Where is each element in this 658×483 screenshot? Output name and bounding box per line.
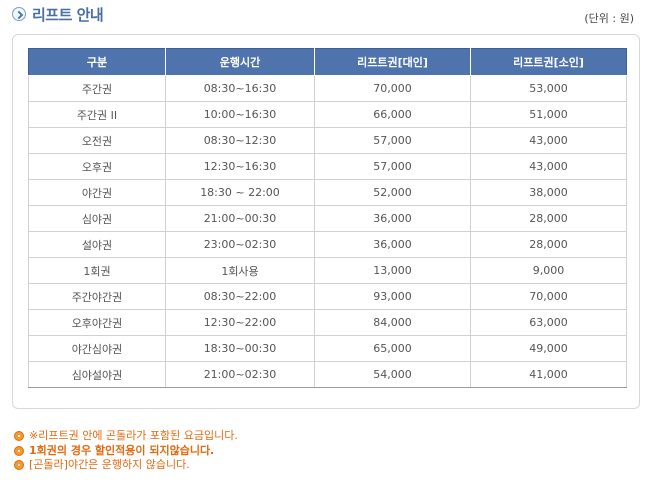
table-row: 오후야간권 12:30~22:00 84,000 63,000 [28, 309, 627, 336]
cell-child-price: 51,000 [470, 101, 627, 128]
cell-child-price: 53,000 [470, 75, 627, 102]
cell-hours: 08:30~22:00 [165, 283, 315, 310]
cell-hours: 08:30~16:30 [165, 75, 315, 102]
cell-hours: 23:00~02:30 [165, 231, 315, 258]
cell-type: 오후야간권 [28, 309, 166, 336]
column-header-child: 리프트권[소인] [470, 48, 627, 76]
cell-hours: 18:30 ~ 22:00 [165, 179, 315, 206]
note-item: [곤돌라]야간은 운행하지 않습니다. [14, 458, 238, 473]
note-text: 1회권의 경우 할인적용이 되지않습니다. [29, 443, 215, 457]
cell-child-price: 63,000 [470, 309, 627, 336]
cell-type: 주간권 [28, 75, 166, 102]
cell-adult-price: 52,000 [314, 179, 471, 206]
cell-adult-price: 84,000 [314, 309, 471, 336]
cell-child-price: 28,000 [470, 205, 627, 232]
page-header: 리프트 안내 (단위 : 원) [0, 0, 658, 32]
lift-price-table: 구분 운행시간 리프트권[대인] 리프트권[소인] 주간권 08:30~16:30… [28, 48, 627, 388]
table-row: 야간권 18:30 ~ 22:00 52,000 38,000 [28, 179, 627, 206]
cell-type: 심야권 [28, 205, 166, 232]
bullet-circle-icon [14, 460, 24, 470]
table-row: 주간야간권 08:30~22:00 93,000 70,000 [28, 283, 627, 310]
cell-adult-price: 36,000 [314, 205, 471, 232]
note-item: ※리프트권 안에 곤돌라가 포함된 요금입니다. [14, 429, 238, 444]
cell-type: 1회권 [28, 257, 166, 284]
cell-child-price: 70,000 [470, 283, 627, 310]
cell-type: 야간권 [28, 179, 166, 206]
table-row: 오후권 12:30~16:30 57,000 43,000 [28, 153, 627, 180]
cell-hours: 18:30~00:30 [165, 335, 315, 362]
table-row: 주간권 II 10:00~16:30 66,000 51,000 [28, 101, 627, 128]
cell-child-price: 43,000 [470, 153, 627, 180]
cell-adult-price: 66,000 [314, 101, 471, 128]
cell-adult-price: 57,000 [314, 127, 471, 154]
column-header-hours: 운행시간 [165, 48, 315, 76]
page-title: 리프트 안내 [32, 6, 104, 24]
column-header-type: 구분 [28, 48, 166, 76]
notes-list: ※리프트권 안에 곤돌라가 포함된 요금입니다. 1회권의 경우 할인적용이 되지… [14, 429, 238, 473]
cell-hours: 10:00~16:30 [165, 101, 315, 128]
cell-adult-price: 13,000 [314, 257, 471, 284]
unit-note: (단위 : 원) [584, 12, 634, 25]
cell-adult-price: 54,000 [314, 361, 471, 388]
cell-type: 주간권 II [28, 101, 166, 128]
cell-type: 야간심야권 [28, 335, 166, 362]
note-item: 1회권의 경우 할인적용이 되지않습니다. [14, 444, 238, 459]
cell-hours: 12:30~22:00 [165, 309, 315, 336]
table-row: 주간권 08:30~16:30 70,000 53,000 [28, 75, 627, 102]
cell-child-price: 28,000 [470, 231, 627, 258]
cell-type: 오전권 [28, 127, 166, 154]
column-header-adult: 리프트권[대인] [314, 48, 471, 76]
table-row: 심야설야권 21:00~02:30 54,000 41,000 [28, 361, 627, 388]
cell-child-price: 38,000 [470, 179, 627, 206]
cell-child-price: 9,000 [470, 257, 627, 284]
cell-type: 주간야간권 [28, 283, 166, 310]
cell-adult-price: 70,000 [314, 75, 471, 102]
bullet-circle-icon [14, 431, 24, 441]
table-header-row: 구분 운행시간 리프트권[대인] 리프트권[소인] [28, 48, 627, 76]
cell-type: 오후권 [28, 153, 166, 180]
cell-adult-price: 36,000 [314, 231, 471, 258]
cell-hours: 1회사용 [165, 257, 315, 284]
cell-child-price: 49,000 [470, 335, 627, 362]
table-row: 야간심야권 18:30~00:30 65,000 49,000 [28, 335, 627, 362]
note-text: [곤돌라]야간은 운행하지 않습니다. [29, 458, 190, 471]
table-row: 심야권 21:00~00:30 36,000 28,000 [28, 205, 627, 232]
cell-child-price: 41,000 [470, 361, 627, 388]
table-row: 설야권 23:00~02:30 36,000 28,000 [28, 231, 627, 258]
cell-adult-price: 93,000 [314, 283, 471, 310]
table-row: 1회권 1회사용 13,000 9,000 [28, 257, 627, 284]
cell-adult-price: 65,000 [314, 335, 471, 362]
cell-hours: 12:30~16:30 [165, 153, 315, 180]
cell-hours: 08:30~12:30 [165, 127, 315, 154]
bullet-circle-icon [14, 445, 24, 456]
table-row: 오전권 08:30~12:30 57,000 43,000 [28, 127, 627, 154]
cell-hours: 21:00~02:30 [165, 361, 315, 388]
lift-price-panel: 구분 운행시간 리프트권[대인] 리프트권[소인] 주간권 08:30~16:30… [12, 34, 640, 409]
note-text: ※리프트권 안에 곤돌라가 포함된 요금입니다. [29, 429, 238, 442]
cell-type: 설야권 [28, 231, 166, 258]
cell-hours: 21:00~00:30 [165, 205, 315, 232]
chevron-right-circle-icon [12, 7, 26, 21]
cell-child-price: 43,000 [470, 127, 627, 154]
cell-type: 심야설야권 [28, 361, 166, 388]
cell-adult-price: 57,000 [314, 153, 471, 180]
